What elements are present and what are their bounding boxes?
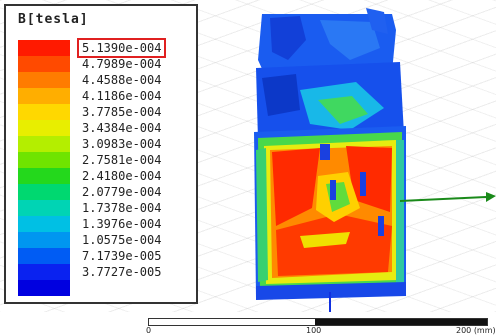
- legend-swatch: [18, 56, 70, 72]
- legend-label[interactable]: 4.4588e-004: [82, 73, 162, 87]
- legend-label[interactable]: 4.1186e-004: [82, 89, 162, 103]
- ruler-label-200: 200 (mm): [456, 326, 496, 335]
- upper-body-highlight: [320, 20, 380, 60]
- yellow-streak: [300, 232, 350, 248]
- legend-label[interactable]: 3.4384e-004: [82, 121, 162, 135]
- legend-swatch: [18, 184, 70, 200]
- legend-label[interactable]: 1.3976e-004: [82, 217, 162, 231]
- scale-ruler-fill: [315, 319, 487, 325]
- legend-swatch: [18, 264, 70, 280]
- legend-label[interactable]: 4.7989e-004: [82, 57, 162, 71]
- right-edge-green: [396, 140, 404, 286]
- blue-slot-1: [320, 144, 330, 160]
- legend-swatch: [18, 72, 70, 88]
- legend-swatch: [18, 248, 70, 264]
- legend-label[interactable]: 3.7785e-004: [82, 105, 162, 119]
- blue-slot-2: [330, 180, 336, 200]
- legend-label[interactable]: 1.0575e-004: [82, 233, 162, 247]
- scale-ruler: [148, 318, 488, 326]
- x-axis-arrow: [400, 192, 496, 202]
- upper-body-shade: [270, 16, 306, 60]
- hotspot-left: [272, 148, 320, 226]
- legend-swatch: [18, 88, 70, 104]
- legend-label-selected[interactable]: 5.1390e-004: [76, 38, 167, 58]
- ruler-label-100: 100: [306, 326, 322, 335]
- legend-label[interactable]: 2.0779e-004: [82, 185, 162, 199]
- middle-green-area: [318, 96, 368, 124]
- legend-swatch: [18, 280, 70, 296]
- legend-swatch: [18, 104, 70, 120]
- legend-label[interactable]: 1.7378e-004: [82, 201, 162, 215]
- blue-slot-4: [378, 216, 384, 236]
- legend-title: B[tesla]: [18, 12, 89, 27]
- legend-swatch: [18, 40, 70, 56]
- ruler-label-0: 0: [146, 326, 152, 335]
- hotspot-right: [346, 146, 392, 212]
- legend-label[interactable]: 2.7581e-004: [82, 153, 162, 167]
- legend-label[interactable]: 3.7727e-005: [82, 265, 162, 279]
- legend-swatch: [18, 152, 70, 168]
- legend-swatch: [18, 120, 70, 136]
- legend-label[interactable]: 2.4180e-004: [82, 169, 162, 183]
- legend-label[interactable]: 3.0983e-004: [82, 137, 162, 151]
- blue-slot-3: [360, 172, 366, 196]
- legend-swatch: [18, 136, 70, 152]
- middle-dark-area: [262, 74, 300, 116]
- legend-label[interactable]: 7.1739e-005: [82, 249, 162, 263]
- legend-swatch: [18, 232, 70, 248]
- legend-swatch: [18, 216, 70, 232]
- left-edge-green: [256, 148, 268, 282]
- color-legend[interactable]: B[tesla] 5.1390e-004 4.7989e-004 4.4588e-0…: [4, 4, 198, 304]
- legend-swatch: [18, 200, 70, 216]
- legend-swatch: [18, 168, 70, 184]
- legend-color-bar: [18, 40, 70, 296]
- base-strip: [256, 282, 406, 300]
- upper-spike: [366, 8, 388, 34]
